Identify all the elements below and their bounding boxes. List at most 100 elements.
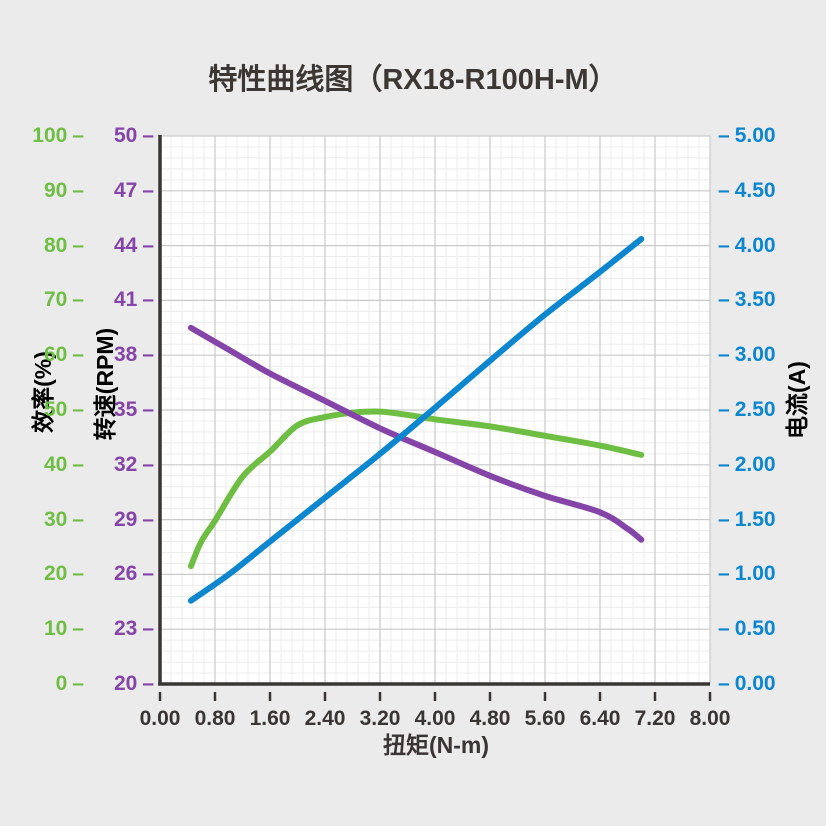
tick-value: 8.00 bbox=[689, 707, 731, 730]
tick-value: 2.00 bbox=[734, 452, 776, 476]
tick-rpm: 32– bbox=[114, 452, 154, 478]
tick-dash: – bbox=[718, 452, 730, 476]
tick-torque: 0.00 bbox=[120, 706, 200, 732]
tick-current: –1.00 bbox=[718, 561, 776, 587]
tick-value: 44 bbox=[113, 233, 138, 257]
tick-value: 80 bbox=[43, 233, 68, 257]
tick-value: 2.50 bbox=[734, 398, 776, 421]
tick-efficiency: 30– bbox=[44, 507, 84, 533]
y-axis-label-current: 电流(A) bbox=[784, 361, 810, 439]
tick-efficiency: 60– bbox=[44, 342, 84, 368]
tick-efficiency: 0– bbox=[56, 671, 84, 697]
tick-value: 0 bbox=[55, 672, 68, 695]
tick-torque: 4.00 bbox=[395, 706, 475, 732]
tick-current: –5.00 bbox=[718, 123, 776, 149]
tick-dash: – bbox=[718, 507, 730, 531]
tick-dash: – bbox=[718, 617, 730, 641]
tick-efficiency: 10– bbox=[44, 616, 84, 642]
tick-value: 3.20 bbox=[359, 707, 401, 730]
tick-value: 0.00 bbox=[734, 672, 776, 695]
tick-torque: 3.20 bbox=[340, 706, 420, 732]
tick-efficiency: 50– bbox=[44, 397, 84, 423]
tick-dash: – bbox=[142, 343, 154, 367]
tick-rpm: 50– bbox=[114, 123, 154, 149]
tick-efficiency: 90– bbox=[44, 178, 84, 204]
tick-dash: – bbox=[718, 562, 730, 586]
tick-rpm: 47– bbox=[114, 178, 154, 204]
tick-value: 20 bbox=[43, 562, 68, 586]
tick-value: 3.00 bbox=[734, 343, 776, 367]
tick-rpm: 44– bbox=[114, 233, 154, 259]
tick-efficiency: 40– bbox=[44, 452, 84, 478]
tick-rpm: 20– bbox=[114, 671, 154, 697]
tick-value: 2.40 bbox=[304, 707, 346, 730]
tick-value: 4.00 bbox=[734, 233, 776, 257]
tick-dash: – bbox=[718, 343, 730, 367]
tick-dash: – bbox=[72, 343, 84, 367]
tick-value: 90 bbox=[43, 178, 68, 202]
tick-dash: – bbox=[718, 178, 730, 202]
curve-current bbox=[187, 236, 645, 604]
tick-value: 10 bbox=[43, 617, 68, 641]
tick-value: 4.80 bbox=[469, 707, 511, 730]
tick-current: –0.00 bbox=[718, 671, 776, 697]
tick-value: 0.50 bbox=[734, 617, 776, 641]
tick-dash: – bbox=[72, 233, 84, 257]
tick-value: 60 bbox=[43, 343, 68, 367]
tick-current: –4.50 bbox=[718, 178, 776, 204]
tick-dash: – bbox=[142, 124, 154, 147]
tick-dash: – bbox=[718, 233, 730, 257]
tick-efficiency: 20– bbox=[44, 561, 84, 587]
tick-torque: 4.80 bbox=[450, 706, 530, 732]
tick-value: 4.00 bbox=[414, 707, 456, 730]
tick-rpm: 38– bbox=[114, 342, 154, 368]
tick-rpm: 26– bbox=[114, 561, 154, 587]
tick-value: 40 bbox=[43, 452, 68, 476]
tick-dash: – bbox=[142, 398, 154, 421]
tick-value: 7.20 bbox=[634, 707, 676, 730]
tick-dash: – bbox=[142, 507, 154, 531]
tick-value: 100 bbox=[32, 124, 68, 147]
tick-value: 6.40 bbox=[579, 707, 621, 730]
tick-value: 5.00 bbox=[734, 124, 776, 147]
tick-dash: – bbox=[718, 398, 730, 421]
tick-value: 3.50 bbox=[734, 288, 776, 312]
tick-dash: – bbox=[72, 398, 84, 421]
tick-current: –2.50 bbox=[718, 397, 776, 423]
tick-current: –0.50 bbox=[718, 616, 776, 642]
tick-efficiency: 70– bbox=[44, 287, 84, 313]
tick-current: –1.50 bbox=[718, 507, 776, 533]
tick-value: 0.80 bbox=[194, 707, 236, 730]
tick-current: –3.00 bbox=[718, 342, 776, 368]
tick-value: 20 bbox=[113, 672, 138, 695]
tick-dash: – bbox=[142, 452, 154, 476]
tick-value: 70 bbox=[43, 288, 68, 312]
tick-dash: – bbox=[718, 672, 730, 695]
tick-value: 0.00 bbox=[139, 707, 181, 730]
tick-dash: – bbox=[72, 288, 84, 312]
tick-efficiency: 80– bbox=[44, 233, 84, 259]
tick-torque: 7.20 bbox=[615, 706, 695, 732]
tick-rpm: 35– bbox=[114, 397, 154, 423]
chart-title: 特性曲线图（RX18-R100H-M） bbox=[208, 64, 618, 96]
tick-dash: – bbox=[72, 562, 84, 586]
tick-value: 23 bbox=[113, 617, 138, 641]
tick-rpm: 41– bbox=[114, 287, 154, 313]
tick-dash: – bbox=[142, 178, 154, 202]
tick-value: 50 bbox=[113, 124, 138, 147]
tick-value: 47 bbox=[113, 178, 138, 202]
tick-dash: – bbox=[142, 672, 154, 695]
tick-dash: – bbox=[142, 288, 154, 312]
tick-current: –2.00 bbox=[718, 452, 776, 478]
tick-rpm: 29– bbox=[114, 507, 154, 533]
tick-value: 1.50 bbox=[734, 507, 776, 531]
tick-efficiency: 100– bbox=[32, 123, 84, 149]
tick-rpm: 23– bbox=[114, 616, 154, 642]
tick-torque: 1.60 bbox=[230, 706, 310, 732]
tick-value: 4.50 bbox=[734, 178, 776, 202]
tick-dash: – bbox=[72, 124, 84, 147]
tick-value: 1.60 bbox=[249, 707, 291, 730]
tick-current: –3.50 bbox=[718, 287, 776, 313]
